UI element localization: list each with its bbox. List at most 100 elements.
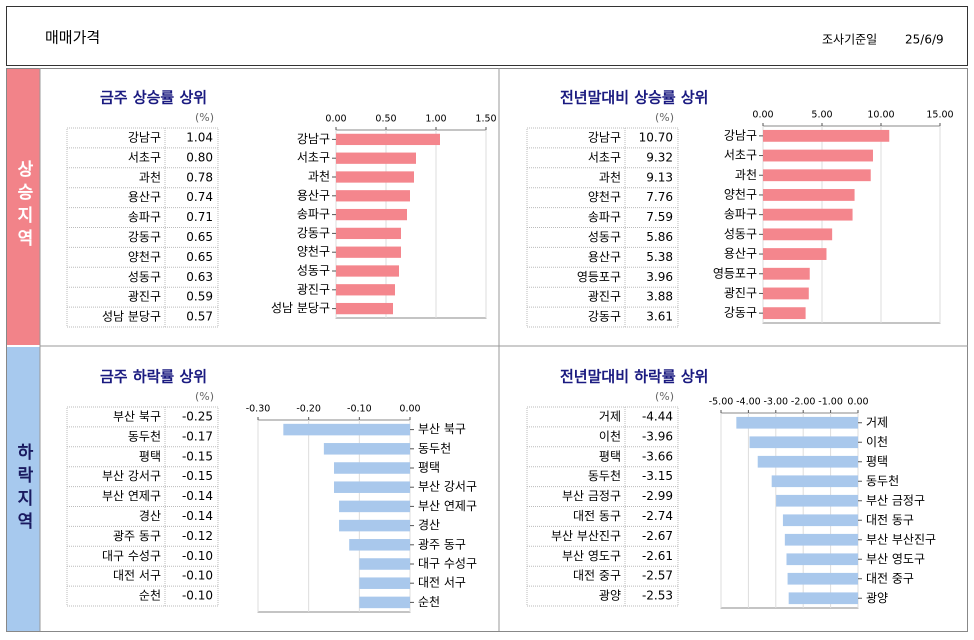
table-name: 성동구 xyxy=(128,270,161,284)
bar xyxy=(763,248,827,260)
y-tick-label: 대전 동구 xyxy=(866,513,914,527)
y-tick-label: 경산 xyxy=(418,518,440,532)
bar xyxy=(359,558,410,570)
table-value: 0.78 xyxy=(186,170,213,184)
section-label: 하락지역 xyxy=(13,443,33,535)
table-value: 0.74 xyxy=(186,190,213,204)
x-tick-label: 0.00 xyxy=(752,110,773,121)
table-name: 부산 부산진구 xyxy=(551,529,621,543)
x-tick-label: 0.00 xyxy=(325,114,346,125)
x-tick-label: -4.00 xyxy=(736,397,761,408)
x-tick-label: 1.00 xyxy=(425,114,446,125)
y-tick-label: 부산 북구 xyxy=(418,422,466,436)
x-tick-label: -0.10 xyxy=(347,404,372,415)
y-tick-label: 대전 서구 xyxy=(418,576,466,590)
bar xyxy=(339,500,410,513)
y-tick-label: 동두천 xyxy=(418,440,451,455)
y-tick-label: 평택 xyxy=(866,454,888,468)
y-tick-label: 부산 강서구 xyxy=(418,480,477,494)
date: 25/6/9 xyxy=(905,33,944,47)
x-tick-label: -2.00 xyxy=(791,397,816,408)
x-tick-label: 1.50 xyxy=(475,114,496,125)
bar xyxy=(349,539,410,551)
x-tick-label: 15.00 xyxy=(926,110,953,121)
table-value: -2.74 xyxy=(642,509,673,523)
panel-title: 금주 상승률 상위 xyxy=(100,89,207,107)
table-name: 용산구 xyxy=(128,190,161,204)
table-name: 성남 분당구 xyxy=(102,310,161,324)
y-tick-label: 과천 xyxy=(308,169,330,184)
section-label: 상승지역 xyxy=(13,160,33,252)
table-name: 부산 강서구 xyxy=(102,469,161,483)
y-tick-label: 부산 영도구 xyxy=(866,552,925,566)
table-value: 5.38 xyxy=(646,250,673,264)
unit-label: (%) xyxy=(195,390,214,403)
x-tick-label: -3.00 xyxy=(764,397,789,408)
y-tick-label: 순천 xyxy=(418,594,440,609)
bar xyxy=(323,443,410,455)
table-name: 강남구 xyxy=(588,130,621,144)
bar xyxy=(336,246,401,258)
bar xyxy=(763,287,809,300)
table-value: 7.59 xyxy=(646,210,673,224)
y-tick-label: 대전 중구 xyxy=(866,571,914,585)
panel-title: 전년말대비 하락률 상위 xyxy=(560,368,708,386)
bar xyxy=(334,462,410,474)
table-value: -2.99 xyxy=(642,489,673,503)
table-value: 3.61 xyxy=(646,310,673,324)
y-tick-label: 평택 xyxy=(418,461,440,475)
table-name: 양천구 xyxy=(128,249,161,264)
x-tick-label: -0.20 xyxy=(296,404,321,415)
bar xyxy=(757,455,858,468)
y-tick-label: 성동구 xyxy=(297,264,330,278)
x-tick-label: -0.30 xyxy=(246,404,271,415)
x-tick-label: 5.00 xyxy=(811,110,832,121)
table-name: 부산 영도구 xyxy=(562,549,621,563)
table-name: 서초구 xyxy=(588,150,621,164)
table-value: 0.63 xyxy=(186,270,213,284)
table-value: -0.10 xyxy=(182,549,213,563)
x-tick-label: 0.50 xyxy=(375,114,396,125)
bar xyxy=(336,152,416,164)
bar xyxy=(339,519,410,532)
table-name: 과천 xyxy=(599,169,621,184)
y-tick-label: 과천 xyxy=(735,167,757,182)
y-tick-label: 용산구 xyxy=(297,188,330,202)
table-value: 0.71 xyxy=(186,210,213,224)
table-value: 0.65 xyxy=(186,230,213,244)
y-tick-label: 동두천 xyxy=(866,473,899,488)
x-tick-label: 10.00 xyxy=(867,110,894,121)
table-value: -3.15 xyxy=(642,469,673,483)
table-name: 강동구 xyxy=(588,310,621,324)
unit-label: (%) xyxy=(195,111,214,124)
table-value: 10.70 xyxy=(639,130,673,144)
table-value: 9.13 xyxy=(646,170,673,184)
bar xyxy=(336,284,395,296)
bar xyxy=(786,553,858,566)
table-name: 부산 북구 xyxy=(113,409,161,423)
bar xyxy=(736,416,858,429)
table-name: 경산 xyxy=(139,509,161,523)
y-tick-label: 부산 연제구 xyxy=(418,499,477,513)
y-tick-label: 광양 xyxy=(866,591,888,605)
y-tick-label: 양천구 xyxy=(297,244,330,259)
bar xyxy=(359,596,410,609)
body-border xyxy=(6,68,968,632)
panel-title: 전년말대비 상승률 상위 xyxy=(560,89,708,107)
y-tick-label: 강동구 xyxy=(724,306,757,320)
bar xyxy=(749,436,858,449)
table-value: 0.59 xyxy=(186,290,213,304)
table-value: 9.32 xyxy=(646,150,673,164)
side-down xyxy=(6,347,40,631)
bar xyxy=(334,481,410,493)
bar xyxy=(763,228,833,241)
table-name: 강동구 xyxy=(128,230,161,244)
bar xyxy=(336,302,393,315)
table-name: 대전 동구 xyxy=(573,509,621,523)
table-value: -2.53 xyxy=(642,589,673,603)
y-tick-label: 성동구 xyxy=(724,227,757,241)
x-tick-label: -5.00 xyxy=(709,397,734,408)
bar xyxy=(788,592,858,605)
